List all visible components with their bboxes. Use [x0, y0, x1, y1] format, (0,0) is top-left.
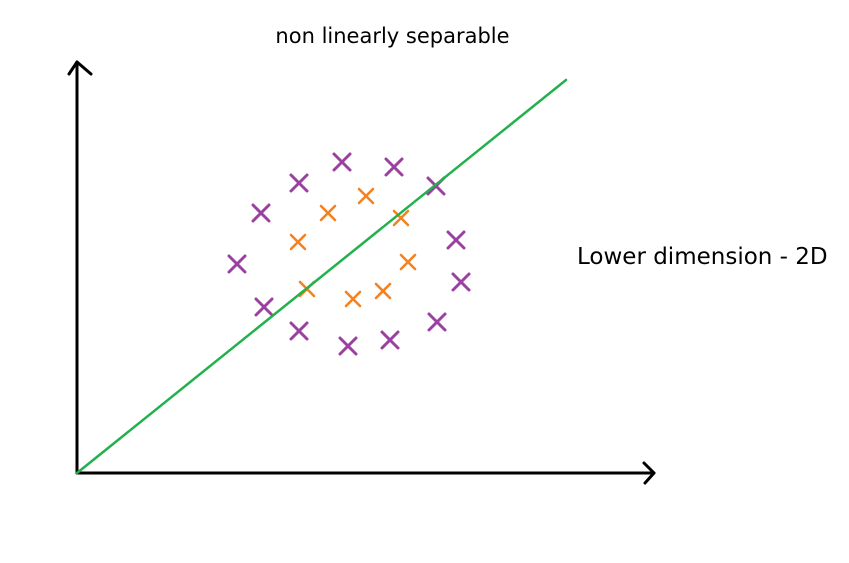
x-mark-point — [289, 233, 307, 251]
x-mark-point — [344, 290, 362, 308]
x-mark-point — [357, 187, 375, 205]
x-mark-point — [251, 203, 271, 223]
diagram-title: non linearly separable — [275, 24, 510, 48]
x-mark-point — [338, 336, 358, 356]
x-mark-point — [384, 157, 404, 177]
x-mark-point — [451, 272, 471, 292]
separator-line — [75, 78, 568, 475]
dimension-label: Lower dimension - 2D — [577, 244, 828, 270]
x-mark-point — [392, 209, 410, 227]
x-mark-point — [227, 254, 247, 274]
x-mark-point — [332, 152, 352, 172]
x-mark-point — [289, 173, 309, 193]
x-mark-point — [254, 297, 274, 317]
x-mark-point — [399, 253, 417, 271]
x-mark-point — [446, 230, 466, 250]
x-mark-point — [380, 330, 400, 350]
x-mark-point — [427, 312, 447, 332]
x-mark-point — [289, 321, 309, 341]
y-axis-arrowhead — [67, 60, 93, 76]
x-mark-point — [374, 282, 392, 300]
x-mark-point — [319, 204, 337, 222]
axes — [67, 60, 656, 485]
x-axis-arrowhead — [642, 461, 656, 485]
